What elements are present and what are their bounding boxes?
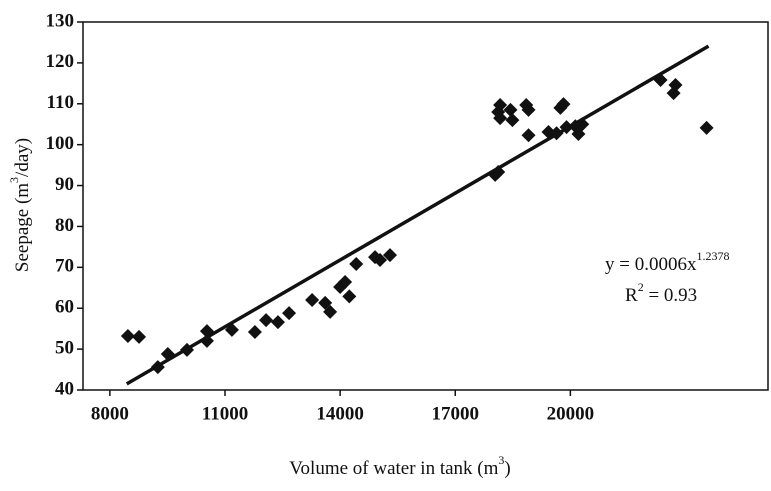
y-tick-label: 110 bbox=[47, 92, 74, 113]
data-point bbox=[699, 120, 714, 135]
data-point bbox=[349, 257, 364, 272]
equation: y = 0.0006x1.2378 bbox=[605, 249, 729, 276]
data-point bbox=[270, 315, 285, 330]
data-point bbox=[179, 342, 194, 357]
equation-text: y = 0.0006x bbox=[605, 254, 697, 275]
r-text: R bbox=[625, 285, 638, 306]
data-point bbox=[575, 117, 590, 132]
data-point bbox=[224, 322, 239, 337]
y-tick-label: 90 bbox=[55, 174, 74, 195]
y-tick-label: 60 bbox=[55, 297, 74, 318]
x-axis-title: Volume of water in tank (m3) bbox=[289, 453, 510, 480]
y-axis-title-sup: 3 bbox=[7, 177, 21, 183]
x-tick-label: 14000 bbox=[316, 403, 364, 424]
data-point bbox=[247, 324, 262, 339]
r-sup: 2 bbox=[638, 280, 644, 294]
y-axis-title: Seepage (m3/day) bbox=[7, 138, 34, 272]
data-point bbox=[505, 113, 520, 128]
data-point bbox=[305, 293, 320, 308]
x-tick-label: 20000 bbox=[547, 403, 595, 424]
data-point bbox=[282, 306, 297, 321]
data-point bbox=[521, 128, 536, 143]
data-point bbox=[556, 97, 571, 112]
data-point bbox=[199, 333, 214, 348]
data-point bbox=[383, 248, 398, 263]
x-axis-title-text: Volume of water in tank (m bbox=[289, 458, 498, 479]
data-point bbox=[160, 347, 175, 362]
y-tick-label: 130 bbox=[46, 10, 75, 31]
trend-line bbox=[125, 44, 710, 386]
data-point bbox=[491, 165, 506, 180]
y-tick-label: 120 bbox=[46, 51, 75, 72]
x-axis-title-tail: ) bbox=[504, 458, 510, 479]
x-tick-label: 17000 bbox=[431, 403, 479, 424]
data-point bbox=[493, 98, 508, 113]
data-point bbox=[259, 313, 274, 328]
data-point bbox=[668, 77, 683, 92]
y-tick-label: 40 bbox=[55, 378, 74, 399]
data-point bbox=[559, 120, 574, 135]
data-point bbox=[653, 73, 668, 88]
equation-exponent: 1.2378 bbox=[696, 249, 729, 263]
data-point bbox=[199, 324, 214, 339]
x-axis-title-sup: 3 bbox=[498, 453, 504, 467]
data-point bbox=[342, 289, 357, 304]
data-point bbox=[521, 102, 536, 117]
x-tick-label: 11000 bbox=[202, 403, 248, 424]
data-point bbox=[120, 329, 135, 344]
data-point bbox=[338, 275, 353, 290]
y-tick-label: 100 bbox=[46, 133, 75, 154]
plot-frame bbox=[82, 21, 769, 391]
r-squared: R2 = 0.93 bbox=[625, 280, 697, 307]
data-point bbox=[549, 126, 564, 141]
y-tick-label: 70 bbox=[55, 256, 74, 277]
data-point bbox=[132, 329, 147, 344]
data-point bbox=[150, 360, 165, 375]
y-axis-title-text: Seepage (m bbox=[12, 183, 33, 272]
x-tick-label: 8000 bbox=[91, 403, 129, 424]
data-point bbox=[373, 252, 388, 267]
data-point bbox=[323, 304, 338, 319]
y-axis-title-tail: /day) bbox=[12, 138, 33, 177]
y-tick-label: 50 bbox=[55, 337, 74, 358]
data-point bbox=[493, 111, 508, 126]
y-tick-label: 80 bbox=[55, 215, 74, 236]
r-value: = 0.93 bbox=[644, 285, 697, 306]
data-point bbox=[503, 102, 518, 117]
